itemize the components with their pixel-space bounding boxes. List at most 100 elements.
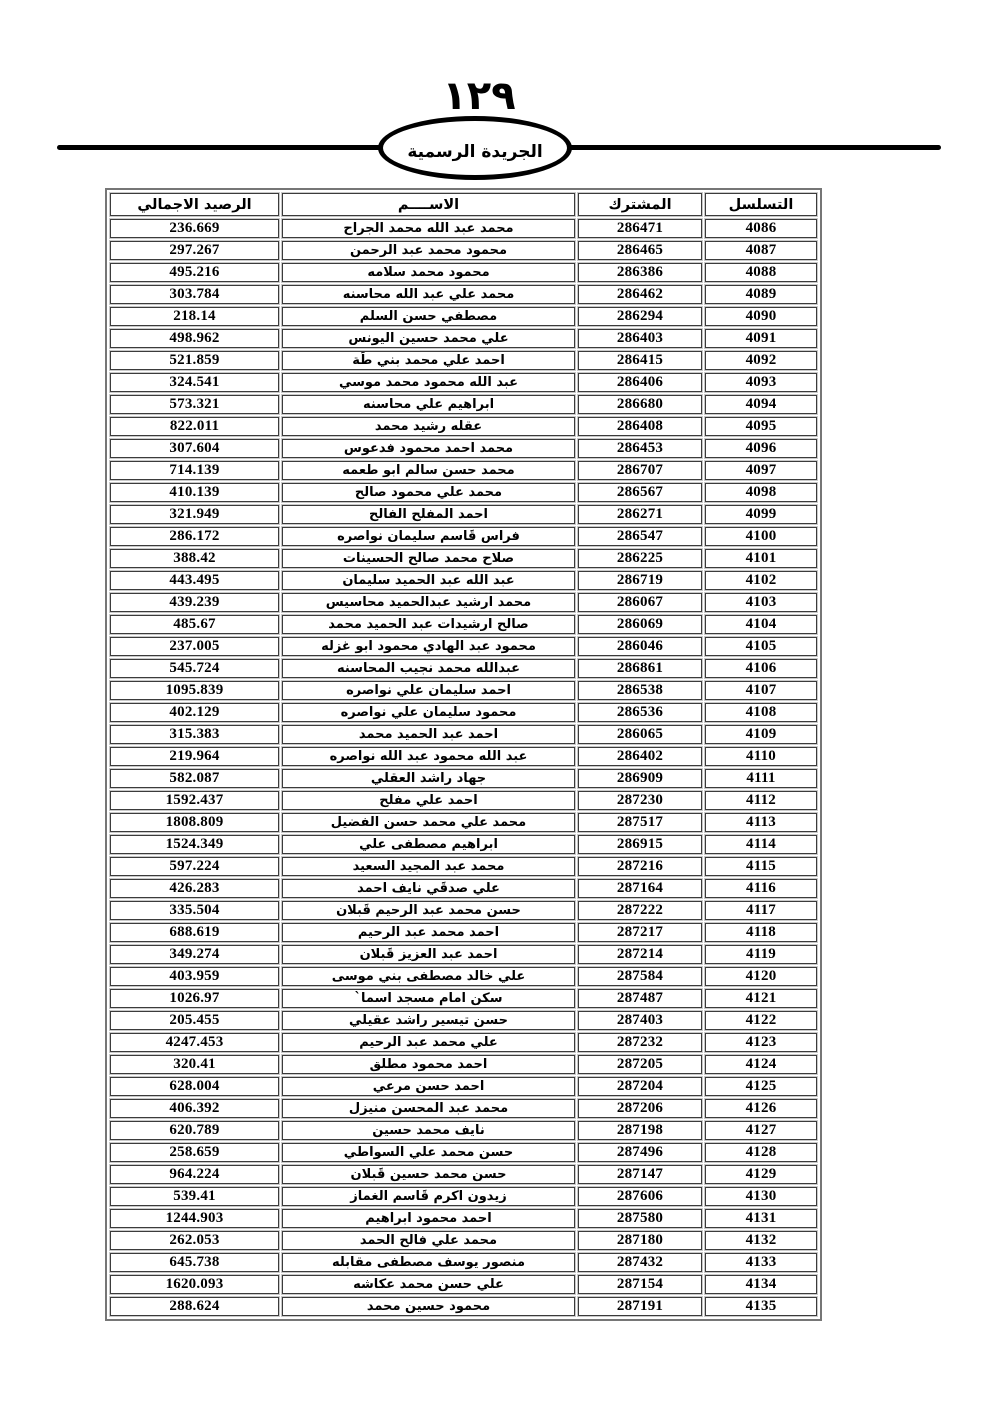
name-cell: احمد محمود مطلق [282, 1055, 575, 1074]
table-row: 4135 287191 محمود حسين محمد 288.624 [110, 1297, 817, 1316]
table-row: 4112 287230 احمد علي مفلح 1592.437 [110, 791, 817, 810]
balance-cell: 485.67 [110, 615, 279, 634]
table-row: 4089 286462 محمد علي عبد الله محاسنه 303.78… [110, 285, 817, 304]
balance-cell: 573.321 [110, 395, 279, 414]
serial-cell: 4130 [705, 1187, 817, 1206]
name-cell: منصور يوسف مصطفى مقابله [282, 1253, 575, 1272]
serial-cell: 4096 [705, 439, 817, 458]
table-body: 4086 286471 محمد عبد الله محمد الجراح 236.6… [110, 219, 817, 1316]
serial-cell: 4119 [705, 945, 817, 964]
table-row: 4109 286065 احمد عبد الحميد محمد 315.383 [110, 725, 817, 744]
balance-cell: 262.053 [110, 1231, 279, 1250]
table-row: 4132 287180 محمد علي فالح الحمد 262.053 [110, 1231, 817, 1250]
name-cell: محمد عبد الله محمد الجراح [282, 219, 575, 238]
gazette-banner-title: الجريدة الرسمية [407, 142, 543, 162]
balance-cell: 320.41 [110, 1055, 279, 1074]
serial-cell: 4112 [705, 791, 817, 810]
name-cell: علي محمد حسين اليونس [282, 329, 575, 348]
serial-cell: 4098 [705, 483, 817, 502]
serial-cell: 4114 [705, 835, 817, 854]
name-cell: نايف محمد حسين [282, 1121, 575, 1140]
gazette-banner-oval: الجريدة الرسمية [378, 116, 572, 180]
subscriber-cell: 287230 [578, 791, 702, 810]
serial-cell: 4109 [705, 725, 817, 744]
table-row: 4102 286719 عبد الله عبد الحميد سليمان 443.… [110, 571, 817, 590]
subscriber-cell: 287198 [578, 1121, 702, 1140]
table-row: 4095 286408 عقله رشيد محمد 822.011 [110, 417, 817, 436]
serial-cell: 4088 [705, 263, 817, 282]
name-cell: احمد علي مفلح [282, 791, 575, 810]
serial-cell: 4099 [705, 505, 817, 524]
balance-cell: 964.224 [110, 1165, 279, 1184]
name-cell: عقله رشيد محمد [282, 417, 575, 436]
name-cell: احمد محمد عبد الرحيم [282, 923, 575, 942]
balance-cell: 628.004 [110, 1077, 279, 1096]
header-serial: التسلسل [705, 193, 817, 216]
subscriber-cell: 286069 [578, 615, 702, 634]
subscriber-cell: 286462 [578, 285, 702, 304]
table-row: 4116 287164 علي صدقَي نايف احمد 426.283 [110, 879, 817, 898]
serial-cell: 4111 [705, 769, 817, 788]
table-row: 4110 286402 عبد الله محمود عبد الله نواصره… [110, 747, 817, 766]
header-subscriber: المشترك [578, 193, 702, 216]
table-row: 4129 287147 حسن محمد حسين قَبلان 964.224 [110, 1165, 817, 1184]
subscriber-cell: 286046 [578, 637, 702, 656]
subscriber-cell: 287403 [578, 1011, 702, 1030]
balance-cell: 324.541 [110, 373, 279, 392]
serial-cell: 4133 [705, 1253, 817, 1272]
table-row: 4128 287496 حسن محمد علي السواطي 258.659 [110, 1143, 817, 1162]
subscriber-cell: 286909 [578, 769, 702, 788]
subscriber-cell: 286271 [578, 505, 702, 524]
balance-cell: 315.383 [110, 725, 279, 744]
table-row: 4092 286415 احمد علي محمد بني طَة 521.859 [110, 351, 817, 370]
name-cell: عبد الله محمود محمد موسي [282, 373, 575, 392]
table-row: 4131 287580 احمد محمود ابراهيم 1244.903 [110, 1209, 817, 1228]
subscriber-cell: 287147 [578, 1165, 702, 1184]
table-row: 4096 286453 محمد احمد محمود فدعوس 307.604 [110, 439, 817, 458]
balance-cell: 219.964 [110, 747, 279, 766]
balance-cell: 403.959 [110, 967, 279, 986]
balance-cell: 4247.453 [110, 1033, 279, 1052]
subscriber-cell: 287432 [578, 1253, 702, 1272]
name-cell: محمد حسن سالم ابو طعمه [282, 461, 575, 480]
table-row: 4126 287206 محمد عبد المحسن منيزل 406.392 [110, 1099, 817, 1118]
table-header-row: التسلسل المشترك الاســــم الرصيد الاجمال… [110, 193, 817, 216]
name-cell: محمود سليمان علي نواصره [282, 703, 575, 722]
subscriber-cell: 286707 [578, 461, 702, 480]
table-row: 4101 286225 صلاح محمد صالح الحسينات 388.42 [110, 549, 817, 568]
subscriber-cell: 287214 [578, 945, 702, 964]
table-row: 4091 286403 علي محمد حسين اليونس 498.962 [110, 329, 817, 348]
serial-cell: 4126 [705, 1099, 817, 1118]
subscriber-cell: 287580 [578, 1209, 702, 1228]
table-row: 4106 286861 عبدالله محمد نجيب المحاسنه 545.… [110, 659, 817, 678]
name-cell: فراس قَاسم سليمان نواصره [282, 527, 575, 546]
name-cell: احمد حسن مرعي [282, 1077, 575, 1096]
balance-cell: 521.859 [110, 351, 279, 370]
balance-cell: 237.005 [110, 637, 279, 656]
name-cell: احمد محمود ابراهيم [282, 1209, 575, 1228]
balance-cell: 688.619 [110, 923, 279, 942]
balance-cell: 1244.903 [110, 1209, 279, 1228]
table-row: 4134 287154 علي حسن محمد عكاشه 1620.093 [110, 1275, 817, 1294]
table-row: 4094 286680 ابراهيم علي محاسنه 573.321 [110, 395, 817, 414]
subscriber-cell: 287154 [578, 1275, 702, 1294]
table-row: 4090 286294 مصطفي حسن السلم 218.14 [110, 307, 817, 326]
serial-cell: 4104 [705, 615, 817, 634]
table-row: 4088 286386 محمود محمد سلامه 495.216 [110, 263, 817, 282]
balance-cell: 205.455 [110, 1011, 279, 1030]
table-row: 4115 287216 محمد عبد المجيد السعيد 597.224 [110, 857, 817, 876]
name-cell: محمود محمد سلامه [282, 263, 575, 282]
balance-cell: 426.283 [110, 879, 279, 898]
name-cell: احمد عبد الحميد محمد [282, 725, 575, 744]
balance-cell: 714.139 [110, 461, 279, 480]
serial-cell: 4108 [705, 703, 817, 722]
serial-cell: 4089 [705, 285, 817, 304]
subscriber-cell: 286538 [578, 681, 702, 700]
serial-cell: 4107 [705, 681, 817, 700]
balance-cell: 822.011 [110, 417, 279, 436]
balance-cell: 288.624 [110, 1297, 279, 1316]
table-row: 4105 286046 محمود عبد الهادي محمود ابو غزل… [110, 637, 817, 656]
table-row: 4111 286909 جهاد راشد العقلي 582.087 [110, 769, 817, 788]
subscriber-cell: 286471 [578, 219, 702, 238]
